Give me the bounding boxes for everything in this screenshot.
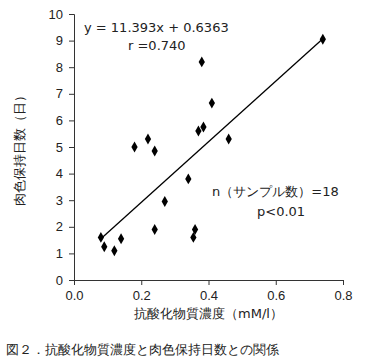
y-tick: 9 xyxy=(56,33,74,48)
x-tick-mark xyxy=(209,280,210,285)
data-point xyxy=(101,241,107,252)
annotation: r =0.740 xyxy=(128,38,186,53)
y-tick-mark xyxy=(69,227,74,228)
annotation: p<0.01 xyxy=(257,204,305,219)
y-tick: 3 xyxy=(56,193,74,208)
y-tick: 1 xyxy=(56,246,74,261)
y-tick-mark xyxy=(69,280,74,281)
y-tick-label: 8 xyxy=(56,60,63,75)
y-tick: 4 xyxy=(56,166,74,181)
y-tick-mark xyxy=(69,200,74,201)
x-tick-label: 0.8 xyxy=(334,288,352,303)
y-tick-mark xyxy=(69,147,74,148)
x-tick: 0.6 xyxy=(267,280,285,303)
x-tick: 0.8 xyxy=(334,280,352,303)
chart: 0.0 0.2 0.4 0.6 0.8 0 1 2 3 4 5 6 7 8 9 10 y = 11.393x +… xyxy=(0,0,368,364)
x-tick-mark xyxy=(276,280,277,285)
x-tick: 0.4 xyxy=(200,280,218,303)
x-tick-mark xyxy=(141,280,142,285)
y-tick-label: 0 xyxy=(56,273,63,288)
data-point xyxy=(209,98,215,109)
data-point xyxy=(118,233,124,244)
y-axis: 0 1 2 3 4 5 6 7 8 9 10 xyxy=(49,7,75,288)
data-point xyxy=(131,142,137,153)
data-point xyxy=(111,245,117,256)
y-tick-mark xyxy=(69,14,74,15)
x-tick-label: 0.2 xyxy=(133,288,151,303)
y-tick-mark xyxy=(69,253,74,254)
y-tick-label: 5 xyxy=(56,140,63,155)
y-tick-label: 10 xyxy=(49,7,63,22)
data-point xyxy=(185,173,191,184)
regression-line xyxy=(101,39,323,239)
x-axis: 0.0 0.2 0.4 0.6 0.8 xyxy=(65,280,352,303)
y-tick: 0 xyxy=(56,273,74,288)
y-tick-label: 9 xyxy=(56,33,63,48)
y-tick: 7 xyxy=(56,86,74,101)
x-tick-label: 0.6 xyxy=(267,288,285,303)
x-tick: 0.2 xyxy=(133,280,151,303)
y-axis-title: 肉色保持日数（日） xyxy=(12,89,27,206)
data-point xyxy=(200,122,206,133)
y-tick-mark xyxy=(69,67,74,68)
data-point xyxy=(152,224,158,235)
x-tick-label: 0.4 xyxy=(200,288,218,303)
data-point xyxy=(152,146,158,157)
y-tick-mark xyxy=(69,120,74,121)
y-tick: 10 xyxy=(49,7,74,22)
y-tick-label: 6 xyxy=(56,113,63,128)
annotation: n（サンプル数）=18 xyxy=(212,184,339,199)
data-point xyxy=(162,196,168,207)
y-tick-label: 7 xyxy=(56,86,63,101)
data-point xyxy=(199,56,205,67)
data-point xyxy=(226,134,232,145)
y-tick: 6 xyxy=(56,113,74,128)
y-tick-mark xyxy=(69,94,74,95)
chart-title: 図２．抗酸化物質濃度と肉色保持日数との関係 xyxy=(6,342,279,357)
y-tick-label: 4 xyxy=(56,166,63,181)
x-axis-line xyxy=(75,281,344,286)
y-tick: 5 xyxy=(56,140,74,155)
y-tick: 8 xyxy=(56,60,74,75)
data-point xyxy=(192,224,198,235)
annotation: y = 11.393x + 0.6363 xyxy=(84,20,229,35)
x-axis-title: 抗酸化物質濃度（mM/l） xyxy=(134,306,283,321)
y-tick-label: 1 xyxy=(56,246,63,261)
x-tick: 0.0 xyxy=(65,280,83,303)
y-tick-mark xyxy=(69,41,74,42)
y-tick: 2 xyxy=(56,219,74,234)
x-tick-mark xyxy=(343,280,344,285)
plot-marks xyxy=(98,34,326,256)
y-tick-label: 3 xyxy=(56,193,63,208)
y-tick-label: 2 xyxy=(56,219,63,234)
y-axis-line xyxy=(69,15,75,281)
x-tick-label: 0.0 xyxy=(65,288,83,303)
data-point xyxy=(145,134,151,145)
y-tick-mark xyxy=(69,174,74,175)
